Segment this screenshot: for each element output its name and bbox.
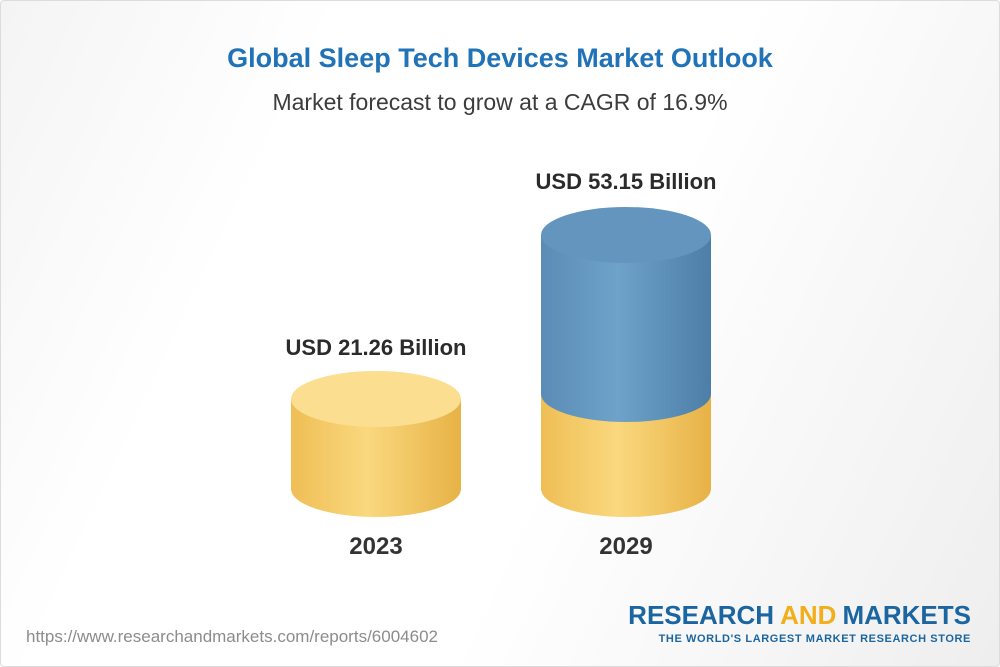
chart-title: Global Sleep Tech Devices Market Outlook bbox=[227, 43, 773, 73]
value-label-2029: USD 53.15 Billion bbox=[535, 169, 717, 194]
value-label-2023: USD 21.26 Billion bbox=[285, 335, 467, 360]
logo-wordmark: RESEARCH AND MARKETS bbox=[628, 602, 971, 628]
logo-tagline: THE WORLD'S LARGEST MARKET RESEARCH STOR… bbox=[658, 633, 971, 645]
source-url[interactable]: https://www.researchandmarkets.com/repor… bbox=[26, 627, 438, 646]
axis-label-2029: 2029 bbox=[599, 533, 653, 560]
logo-research: RESEARCH bbox=[628, 600, 775, 630]
chart-subtitle: Market forecast to grow at a CAGR of 16.… bbox=[272, 89, 728, 115]
bar-2023-top-ellipse bbox=[291, 371, 461, 427]
bar-2029-top-ellipse bbox=[541, 207, 711, 263]
logo-markets: MARKETS bbox=[842, 600, 971, 630]
logo-and: AND bbox=[780, 600, 837, 630]
cylinder-2029 bbox=[541, 207, 711, 517]
research-and-markets-logo: RESEARCH AND MARKETS THE WORLD'S LARGEST M… bbox=[628, 602, 971, 645]
cylinder-2023 bbox=[291, 371, 461, 517]
axis-label-2023: 2023 bbox=[349, 533, 403, 560]
